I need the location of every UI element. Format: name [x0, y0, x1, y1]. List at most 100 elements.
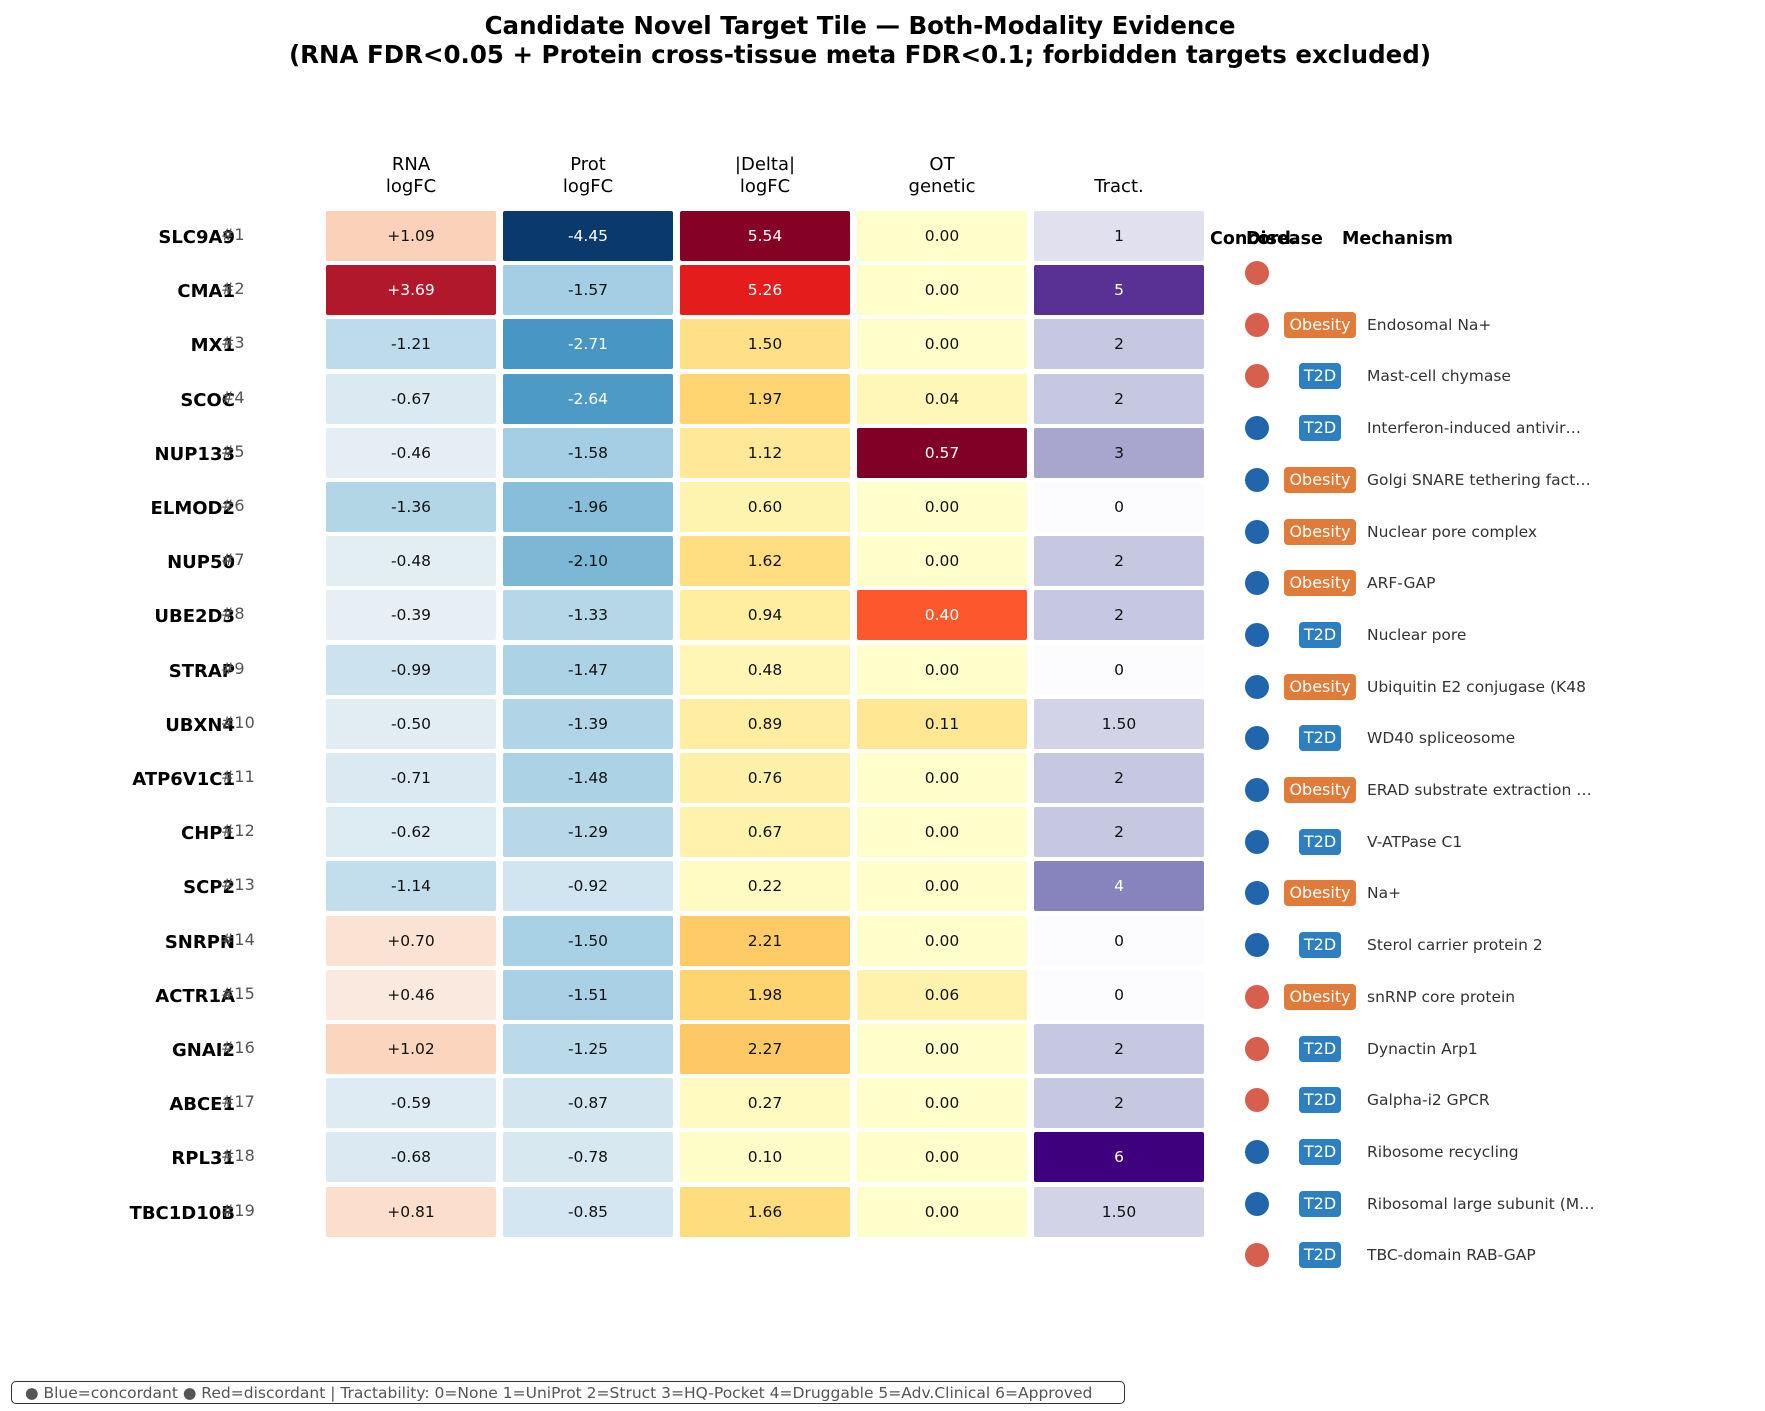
rank-label: #18: [221, 1146, 255, 1166]
heatmap-cell: +1.09: [326, 211, 496, 261]
rank-label: #6: [221, 496, 245, 515]
heatmap-cell: 1.97: [680, 373, 850, 424]
gene-label: ELMOD2: [150, 498, 235, 519]
disease-badge: T2D: [1299, 725, 1341, 752]
disease-badge: Obesity: [1284, 983, 1356, 1010]
mechanism-label: Nuclear pore complex: [1367, 522, 1538, 541]
mechanism-label: Dynactin Arp1: [1367, 1039, 1478, 1058]
concordance-dot: [1245, 726, 1269, 751]
concordance-dot: [1245, 1088, 1269, 1113]
heatmap-cell: -0.78: [503, 1132, 673, 1183]
disease-badge: Obesity: [1284, 880, 1356, 907]
heatmap-cell: 0.00: [857, 211, 1027, 261]
heatmap-cell: 0.00: [857, 1024, 1027, 1074]
rank-label: #16: [221, 1038, 255, 1057]
mechanism-label: Sterol carrier protein 2: [1367, 936, 1543, 955]
mechanism-label: ARF-GAP: [1367, 574, 1436, 593]
disease-badge: T2D: [1299, 415, 1341, 442]
column-header: OT genetic: [857, 154, 1027, 198]
mechanism-label: V-ATPase C1: [1367, 832, 1463, 851]
heatmap-cell: 1.62: [680, 536, 850, 587]
rank-label: #19: [221, 1200, 255, 1220]
heatmap-cell: +0.46: [326, 969, 496, 1020]
heatmap-cell: 0.00: [857, 265, 1027, 316]
disease-badge: T2D: [1299, 828, 1341, 855]
concordance-dot: [1245, 1191, 1269, 1216]
column-header: Tract.: [1034, 154, 1204, 198]
gene-label: CMA1: [177, 281, 235, 303]
heatmap-cell: -1.39: [503, 698, 673, 749]
disease-badge: T2D: [1299, 1138, 1341, 1165]
side-header: Disease: [1246, 229, 1323, 249]
rank-label: #3: [221, 333, 245, 353]
disease-badge: T2D: [1299, 621, 1341, 648]
mechanism-label: Mast-cell chymase: [1367, 367, 1511, 386]
rank-label: #8: [221, 604, 245, 624]
rank-label: #1: [221, 225, 245, 244]
mechanism-label: Galpha-i2 GPCR: [1367, 1091, 1490, 1110]
mechanism-label: Nuclear pore: [1367, 625, 1467, 644]
heatmap-cell: -1.25: [503, 1024, 673, 1074]
mechanism-label: snRNP core protein: [1367, 987, 1516, 1006]
heatmap-cell: 2: [1034, 1078, 1204, 1129]
mechanism-label: Na+: [1367, 884, 1402, 903]
heatmap-cell: 0.94: [680, 590, 850, 641]
concordance-dot: [1245, 1243, 1269, 1268]
heatmap-cell: -0.48: [326, 536, 496, 587]
heatmap-cell: 1.66: [680, 1186, 850, 1237]
rank-label: #13: [221, 875, 255, 895]
heatmap-cell: -0.39: [326, 590, 496, 641]
gene-label: TBC1D10B: [129, 1202, 235, 1224]
heatmap-cell: 0.00: [857, 861, 1027, 912]
heatmap-cell: 2: [1034, 590, 1204, 641]
rank-label: #10: [221, 712, 255, 732]
mechanism-label: Ribosomal large subunit (M…: [1367, 1194, 1595, 1213]
heatmap-cell: -2.10: [503, 536, 673, 587]
heatmap-cell: 0.00: [857, 915, 1027, 966]
column-header: Prot logFC: [503, 154, 673, 198]
heatmap-cell: +0.81: [326, 1186, 496, 1237]
concordance-dot: [1245, 519, 1269, 544]
heatmap-cell: 0.00: [857, 1078, 1027, 1129]
heatmap-cell: 5: [1034, 265, 1204, 316]
heatmap-cell: -0.99: [326, 644, 496, 695]
column-header-line: logFC: [739, 176, 791, 197]
concordance-dot: [1245, 1139, 1269, 1164]
heatmap-cell: -0.71: [326, 753, 496, 803]
heatmap-cell: 0: [1034, 644, 1204, 695]
column-header-line: Prot: [570, 154, 606, 175]
heatmap-cell: -1.33: [503, 590, 673, 641]
heatmap-cell: 0.00: [857, 536, 1027, 587]
rank-label: #9: [221, 658, 245, 678]
side-header: Concord.: [1210, 229, 1298, 249]
heatmap-cell: 0.48: [680, 644, 850, 695]
gene-label: GNAI2: [172, 1040, 235, 1061]
concordance-dot: [1245, 571, 1269, 596]
heatmap-cell: -2.71: [503, 319, 673, 370]
heatmap-cell: 3: [1034, 427, 1204, 478]
heatmap-cell: -1.14: [326, 861, 496, 912]
heatmap-cell: -1.47: [503, 644, 673, 695]
heatmap-cell: -2.64: [503, 373, 673, 424]
chart-title-line2: (RNA FDR<0.05 + Protein cross-tissue met…: [288, 40, 1432, 69]
heatmap-cell: 0.22: [680, 861, 850, 912]
heatmap-cell: 0.00: [857, 807, 1027, 858]
disease-badge: Obesity: [1284, 570, 1356, 597]
concordance-dot: [1245, 364, 1269, 389]
gene-label: ABCE1: [169, 1094, 235, 1116]
heatmap-cell: 2: [1034, 753, 1204, 803]
column-header-line: genetic: [908, 176, 976, 197]
heatmap-cell: +0.70: [326, 915, 496, 966]
heatmap-cell: -1.36: [326, 482, 496, 532]
column-header-line: RNA: [391, 154, 431, 175]
heatmap-cell: 0.00: [857, 319, 1027, 370]
concordance-dot: [1245, 1036, 1269, 1061]
gene-label: NUP50: [167, 552, 235, 574]
heatmap-cell: +1.02: [326, 1024, 496, 1074]
rank-label: #14: [221, 929, 255, 949]
concordance-dot: [1245, 933, 1269, 958]
concordance-dot: [1245, 261, 1269, 285]
heatmap-cell: 0.00: [857, 1132, 1027, 1183]
concordance-dot: [1245, 829, 1269, 854]
heatmap-cell: -0.67: [326, 373, 496, 424]
